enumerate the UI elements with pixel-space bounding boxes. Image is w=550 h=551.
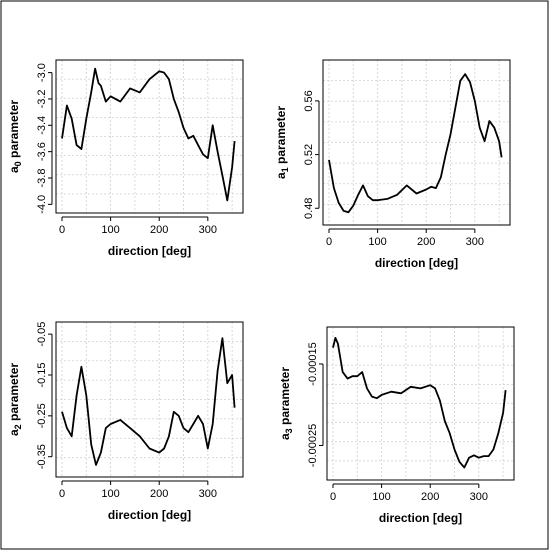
x-tick-label: 300 [199, 488, 217, 500]
series-line-1 [61, 67, 236, 202]
y-axis-label-subscript: 0 [13, 161, 23, 166]
y-axis-label: a1 parameter [274, 106, 290, 179]
x-tick-label: 0 [59, 488, 65, 500]
y-axis-label-subscript: 2 [13, 424, 23, 429]
y-tick-label: -3.4 [36, 116, 48, 135]
chart-panel-4: 0 100 200 300 -0.00015 -0.00025 direction [deg… [278, 326, 515, 525]
x-axis-label: direction [deg] [379, 511, 462, 525]
x-tick-label: 300 [470, 491, 488, 503]
y-tick-label: -0.35 [36, 444, 48, 469]
y-tick-label: 0.52 [303, 144, 315, 165]
x-tick-label: 200 [417, 236, 435, 248]
y-tick-label: -3.2 [36, 89, 48, 108]
x-tick-label: 300 [466, 236, 484, 248]
x-axis-label: direction [deg] [108, 244, 191, 258]
x-tick-label: 100 [368, 236, 386, 248]
y-axis-label-rest: parameter [7, 100, 21, 162]
y-axis-label-rest: parameter [274, 106, 288, 168]
x-tick-label: 0 [330, 491, 336, 503]
y-tick-label: 0.56 [303, 90, 315, 111]
x-tick-label: 0 [326, 236, 332, 248]
y-axis-label-rest: parameter [278, 367, 292, 429]
series-line-1 [332, 336, 507, 469]
x-tick-label: 100 [101, 224, 119, 236]
y-axis-label-main: a [278, 433, 292, 440]
y-axis-label: a0 parameter [7, 100, 23, 173]
x-tick-label: 100 [101, 488, 119, 500]
y-tick-label: -0.00015 [307, 342, 319, 385]
y-axis-label-main: a [274, 172, 288, 179]
x-tick-label: 300 [199, 224, 217, 236]
y-tick-label: -0.15 [36, 362, 48, 387]
x-axis-label: direction [deg] [375, 256, 458, 270]
plot-box [322, 59, 511, 226]
plot-box [55, 59, 244, 214]
y-axis-label-subscript: 1 [280, 167, 290, 172]
y-tick-label: -3.0 [36, 63, 48, 82]
y-axis-label-subscript: 3 [284, 428, 294, 433]
y-axis-label-rest: parameter [7, 363, 21, 425]
plot-box [326, 326, 515, 481]
y-tick-label: -3.8 [36, 169, 48, 188]
x-tick-label: 200 [150, 488, 168, 500]
x-axis-label: direction [deg] [108, 508, 191, 522]
x-tick-label: 0 [59, 224, 65, 236]
y-axis-label: a3 parameter [278, 367, 294, 440]
x-tick-label: 100 [372, 491, 390, 503]
y-axis-label-main: a [7, 166, 21, 173]
x-tick-label: 200 [421, 491, 439, 503]
y-tick-label: -0.00025 [307, 424, 319, 467]
chart-panel-2: 0 100 200 300 0.48 0.52 0.56 direction [deg] a1 … [274, 59, 511, 270]
series-line-1 [61, 337, 236, 466]
y-axis-label: a2 parameter [7, 363, 23, 436]
y-tick-label: 0.48 [303, 198, 315, 219]
chart-panel-1: 0 100 200 300 -3.0 -3.2 -3.4 -3.6 -3.8 -4.0 direct… [7, 59, 244, 258]
chart-panel-3: 0 100 200 300 -0.05 -0.15 -0.25 -0.35 direction … [7, 321, 244, 522]
x-tick-label: 200 [150, 224, 168, 236]
y-tick-label: -0.25 [36, 403, 48, 428]
y-tick-label: -0.05 [36, 322, 48, 347]
y-tick-label: -4.0 [36, 195, 48, 214]
plot-box [55, 321, 244, 478]
series-line-1 [328, 73, 503, 214]
y-tick-label: -3.6 [36, 142, 48, 161]
y-axis-label-main: a [7, 429, 21, 436]
